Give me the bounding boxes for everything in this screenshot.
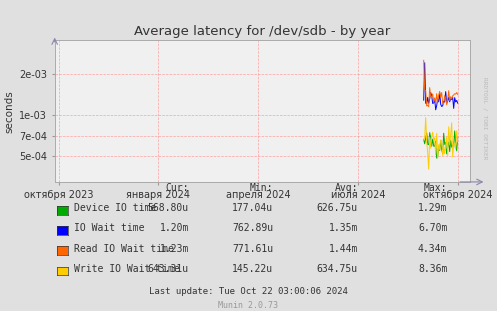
Text: 145.22u: 145.22u [232, 264, 273, 274]
Text: 8.36m: 8.36m [418, 264, 447, 274]
Text: Max:: Max: [424, 183, 447, 193]
Text: 771.61u: 771.61u [232, 244, 273, 253]
Text: 762.89u: 762.89u [232, 223, 273, 233]
Text: 1.44m: 1.44m [329, 244, 358, 253]
Text: 643.31u: 643.31u [148, 264, 189, 274]
Text: Munin 2.0.73: Munin 2.0.73 [219, 301, 278, 310]
Text: Last update: Tue Oct 22 03:00:06 2024: Last update: Tue Oct 22 03:00:06 2024 [149, 287, 348, 296]
Text: RRDTOOL / TOBI OETIKER: RRDTOOL / TOBI OETIKER [482, 77, 487, 160]
Text: IO Wait time: IO Wait time [74, 223, 144, 233]
Text: 6.70m: 6.70m [418, 223, 447, 233]
Text: 568.80u: 568.80u [148, 203, 189, 213]
Text: 1.35m: 1.35m [329, 223, 358, 233]
Text: 626.75u: 626.75u [317, 203, 358, 213]
Text: 4.34m: 4.34m [418, 244, 447, 253]
Text: 1.20m: 1.20m [160, 223, 189, 233]
Y-axis label: seconds: seconds [5, 90, 15, 132]
Text: Min:: Min: [250, 183, 273, 193]
Text: Read IO Wait time: Read IO Wait time [74, 244, 173, 253]
Text: Device IO time: Device IO time [74, 203, 156, 213]
Text: Avg:: Avg: [334, 183, 358, 193]
Text: 1.23m: 1.23m [160, 244, 189, 253]
Title: Average latency for /dev/sdb - by year: Average latency for /dev/sdb - by year [134, 25, 390, 38]
Text: Cur:: Cur: [166, 183, 189, 193]
Text: 177.04u: 177.04u [232, 203, 273, 213]
Text: Write IO Wait time: Write IO Wait time [74, 264, 179, 274]
Text: 1.29m: 1.29m [418, 203, 447, 213]
Text: 634.75u: 634.75u [317, 264, 358, 274]
